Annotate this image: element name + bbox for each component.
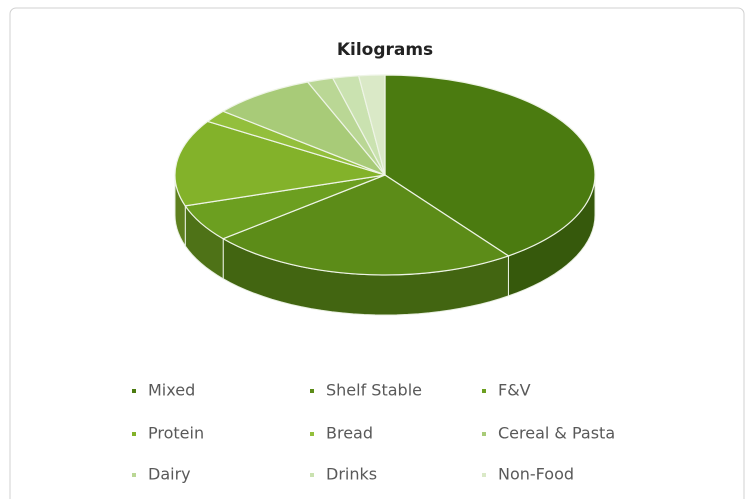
slice <box>357 74 386 176</box>
legend-label: Bread <box>326 424 373 443</box>
slice <box>174 120 386 207</box>
legend-label: Non-Food <box>498 465 574 484</box>
legend-label: Shelf Stable <box>326 381 422 400</box>
legend-label: Dairy <box>148 465 191 484</box>
chart-title: Kilograms <box>337 40 433 60</box>
legend-label: Drinks <box>326 465 377 484</box>
legend-swatch <box>482 473 486 477</box>
slice <box>384 74 596 257</box>
legend-label: Mixed <box>148 381 195 400</box>
legend-swatch <box>482 432 486 436</box>
legend-swatch <box>482 389 486 393</box>
legend-swatch <box>132 473 136 477</box>
legend-swatch <box>132 389 136 393</box>
legend-swatch <box>310 389 314 393</box>
slice <box>221 81 386 176</box>
legend-label: Cereal & Pasta <box>498 424 615 443</box>
slice <box>221 174 510 276</box>
legend-swatch <box>310 432 314 436</box>
legend-label: F&V <box>498 381 531 400</box>
legend-swatch <box>310 473 314 477</box>
legend-swatch <box>132 432 136 436</box>
legend-label: Protein <box>148 424 204 443</box>
